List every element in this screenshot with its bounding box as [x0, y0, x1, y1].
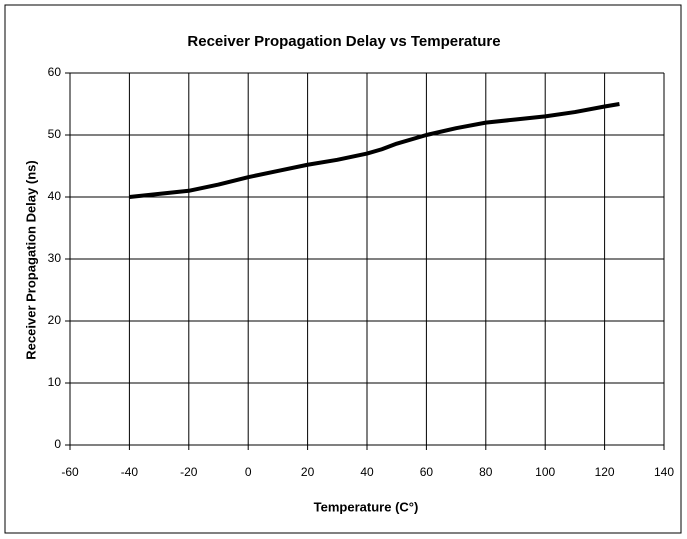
x-tick-label: -40: [121, 465, 139, 479]
y-tick-label: 60: [48, 65, 62, 79]
y-tick-label: 40: [48, 189, 62, 203]
y-tick-label: 50: [48, 127, 62, 141]
x-tick-label: -20: [180, 465, 198, 479]
x-tick-label: 20: [301, 465, 315, 479]
x-tick-label: 40: [360, 465, 374, 479]
y-tick-label: 30: [48, 251, 62, 265]
x-tick-label: 100: [535, 465, 555, 479]
x-tick-label: 60: [420, 465, 434, 479]
y-tick-label: 10: [48, 375, 62, 389]
x-tick-label: 0: [245, 465, 252, 479]
x-tick-label: -60: [61, 465, 79, 479]
chart-title: Receiver Propagation Delay vs Temperatur…: [187, 33, 500, 50]
y-tick-label: 20: [48, 313, 62, 327]
y-axis-label: Receiver Propagation Delay (ns): [23, 160, 38, 359]
x-tick-label: 120: [595, 465, 615, 479]
x-axis-label: Temperature (C°): [314, 499, 419, 514]
data-line: [129, 102, 620, 199]
chart-border: [4, 4, 682, 534]
y-tick-label: 0: [54, 437, 61, 451]
x-tick-label: 80: [479, 465, 493, 479]
x-tick-label: 140: [654, 465, 674, 479]
